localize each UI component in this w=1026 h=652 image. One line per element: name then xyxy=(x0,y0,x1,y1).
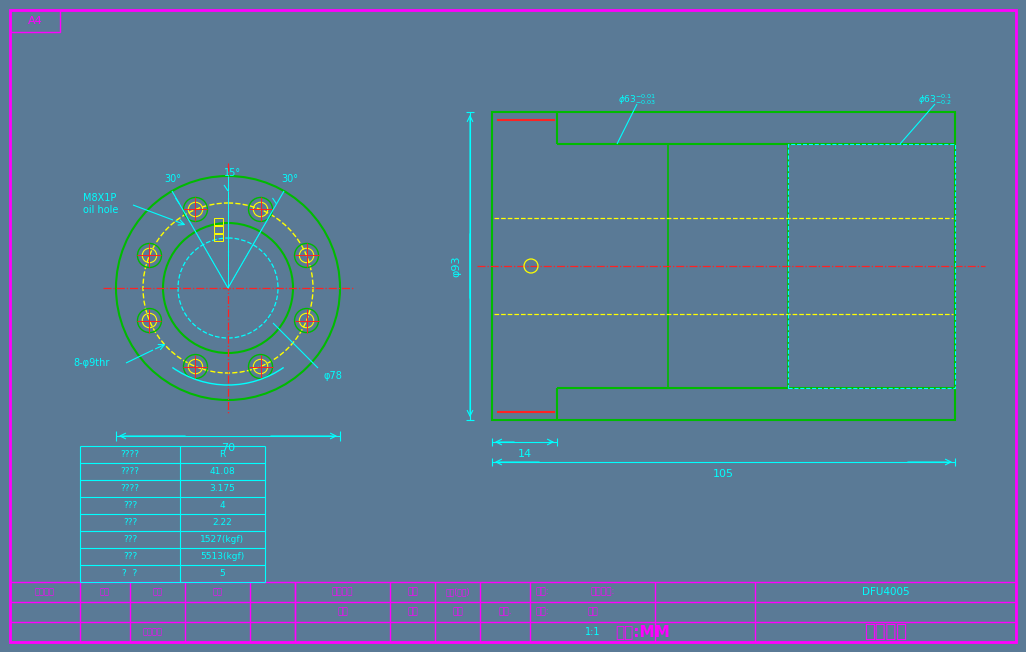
Text: 15°: 15° xyxy=(225,168,241,178)
Bar xyxy=(10,10,60,32)
Text: ???: ??? xyxy=(123,518,137,527)
Bar xyxy=(214,234,223,241)
Text: 30°: 30° xyxy=(164,174,182,184)
Text: 设计: 设计 xyxy=(407,608,418,617)
Text: φ93: φ93 xyxy=(451,255,461,276)
Text: R: R xyxy=(220,450,226,459)
Text: 客户名称: 客户名称 xyxy=(331,587,353,597)
Text: ????: ???? xyxy=(120,450,140,459)
Text: ?  ?: ? ? xyxy=(122,569,137,578)
Text: 更改标记: 更改标记 xyxy=(35,587,55,597)
Text: 处数: 处数 xyxy=(100,587,110,597)
Text: 材料:: 材料: xyxy=(535,608,549,617)
Text: 参考图号:: 参考图号: xyxy=(590,587,615,597)
Text: DFU4005: DFU4005 xyxy=(862,587,909,597)
Bar xyxy=(492,112,955,420)
Text: ???: ??? xyxy=(123,501,137,510)
Text: 105: 105 xyxy=(713,469,734,479)
Text: 比例: 比例 xyxy=(587,608,598,617)
Text: A4: A4 xyxy=(28,16,42,26)
Bar xyxy=(788,144,955,388)
Text: 8-φ9thr: 8-φ9thr xyxy=(73,358,110,368)
Text: 客户确认: 客户确认 xyxy=(143,627,162,636)
Bar xyxy=(214,218,223,225)
Text: 深圳锐健: 深圳锐健 xyxy=(864,623,907,641)
Text: 4: 4 xyxy=(220,501,226,510)
Text: 14: 14 xyxy=(517,449,531,459)
Text: 5: 5 xyxy=(220,569,226,578)
Text: 30°: 30° xyxy=(281,174,299,184)
Text: 3.175: 3.175 xyxy=(209,484,235,493)
Text: 1:1: 1:1 xyxy=(585,627,600,637)
Bar xyxy=(214,226,223,233)
Text: 绘图: 绘图 xyxy=(338,608,348,617)
Text: 型号:: 型号: xyxy=(535,587,549,597)
Text: $\phi$63$^{-0.1}_{-0.2}$: $\phi$63$^{-0.1}_{-0.2}$ xyxy=(918,93,952,108)
Text: $\phi$63$^{-0.01}_{-0.03}$: $\phi$63$^{-0.01}_{-0.03}$ xyxy=(618,93,657,108)
Text: 数量(单台): 数量(单台) xyxy=(445,587,470,597)
Text: 70: 70 xyxy=(221,443,235,453)
Text: φ78: φ78 xyxy=(323,371,342,381)
Text: M8X1P
oil hole: M8X1P oil hole xyxy=(83,193,118,215)
Text: ???: ??? xyxy=(123,552,137,561)
Text: 1527(kgf): 1527(kgf) xyxy=(200,535,244,544)
Text: 日期: 日期 xyxy=(407,587,418,597)
Text: 审核: 审核 xyxy=(452,608,463,617)
Text: 日期: 日期 xyxy=(153,587,162,597)
Text: ????: ???? xyxy=(120,484,140,493)
Text: 视角.: 视角. xyxy=(499,608,512,617)
Text: 单位:MM: 单位:MM xyxy=(616,625,670,640)
Text: 5513(kgf): 5513(kgf) xyxy=(200,552,244,561)
Text: ????: ???? xyxy=(120,467,140,476)
Text: ???: ??? xyxy=(123,535,137,544)
Text: 2.22: 2.22 xyxy=(212,518,232,527)
Text: 41.08: 41.08 xyxy=(209,467,235,476)
Text: 签名: 签名 xyxy=(212,587,223,597)
